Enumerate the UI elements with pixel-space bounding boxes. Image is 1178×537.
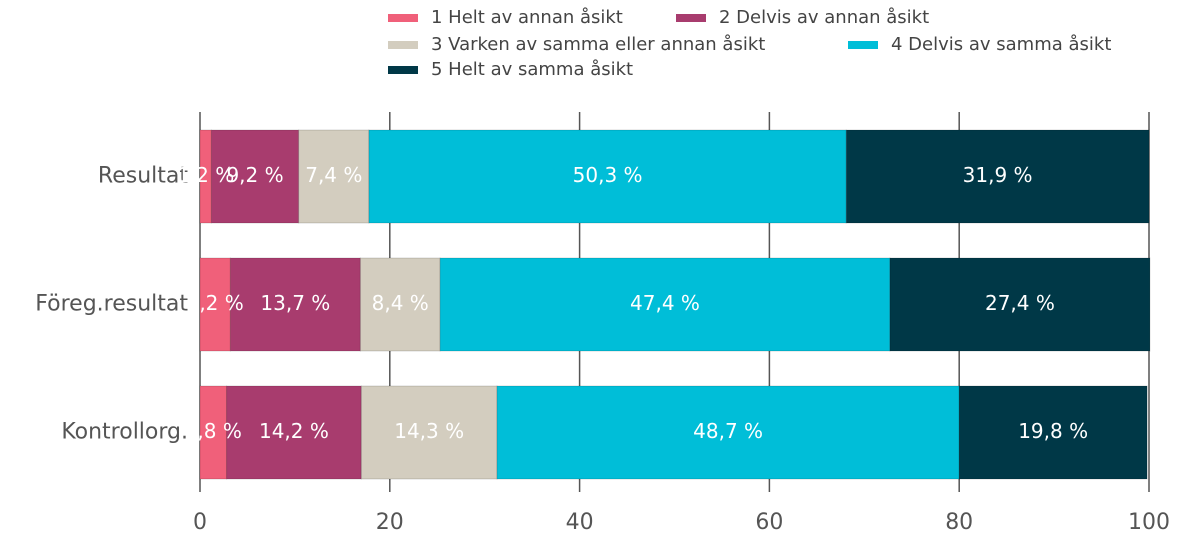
- legend-swatch: [676, 14, 706, 22]
- data-label: 31,9 %: [963, 163, 1033, 187]
- data-label: 2,8 %: [185, 419, 242, 443]
- data-label: 47,4 %: [630, 291, 700, 315]
- bar-segment: [229, 257, 361, 352]
- x-tick-label: 100: [1128, 510, 1170, 535]
- data-label: 48,7 %: [693, 419, 763, 443]
- data-label: 14,3 %: [394, 419, 464, 443]
- legend-label: 1 Helt av annan åsikt: [431, 7, 623, 28]
- legend-swatch: [388, 14, 418, 22]
- x-tick-label: 20: [376, 510, 404, 535]
- bar-segment: [368, 129, 847, 224]
- bar-segment: [889, 257, 1151, 352]
- bar-segment: [298, 129, 370, 224]
- legend-swatch: [388, 41, 418, 49]
- data-label: 13,7 %: [260, 291, 330, 315]
- bar-segment: [199, 385, 228, 480]
- legend-swatch: [848, 41, 878, 49]
- y-tick-label: Kontrollorg.: [61, 420, 188, 445]
- data-label: 50,3 %: [573, 163, 643, 187]
- y-tick-label: Resultat: [98, 164, 188, 189]
- legend-swatch: [388, 66, 418, 74]
- bar-segment: [360, 385, 498, 480]
- bar-segment: [496, 385, 960, 480]
- data-label: 3,2 %: [187, 291, 244, 315]
- data-label: 14,2 %: [259, 419, 329, 443]
- data-label: 27,4 %: [985, 291, 1055, 315]
- legend-label: 4 Delvis av samma åsikt: [891, 34, 1111, 55]
- bar-segment: [359, 257, 441, 352]
- x-tick-label: 40: [566, 510, 594, 535]
- data-label: 1,2 %: [177, 163, 234, 187]
- data-label: 19,8 %: [1018, 419, 1088, 443]
- bar-segment: [845, 129, 1150, 224]
- y-tick-label: Föreg.resultat: [35, 292, 188, 317]
- x-tick-label: 60: [755, 510, 783, 535]
- x-tick-label: 80: [945, 510, 973, 535]
- legend-label: 3 Varken av samma eller annan åsikt: [431, 34, 765, 55]
- bar-segment: [958, 385, 1148, 480]
- bar-segment: [199, 257, 231, 352]
- bar-segment: [226, 385, 362, 480]
- data-label: 8,4 %: [372, 291, 429, 315]
- x-tick-label: 0: [193, 510, 207, 535]
- bar-segment: [210, 129, 300, 224]
- bar-segment: [439, 257, 891, 352]
- data-label: 7,4 %: [305, 163, 362, 187]
- legend-label: 2 Delvis av annan åsikt: [719, 7, 929, 28]
- data-label: 9,2 %: [226, 163, 283, 187]
- legend-label: 5 Helt av samma åsikt: [431, 59, 633, 80]
